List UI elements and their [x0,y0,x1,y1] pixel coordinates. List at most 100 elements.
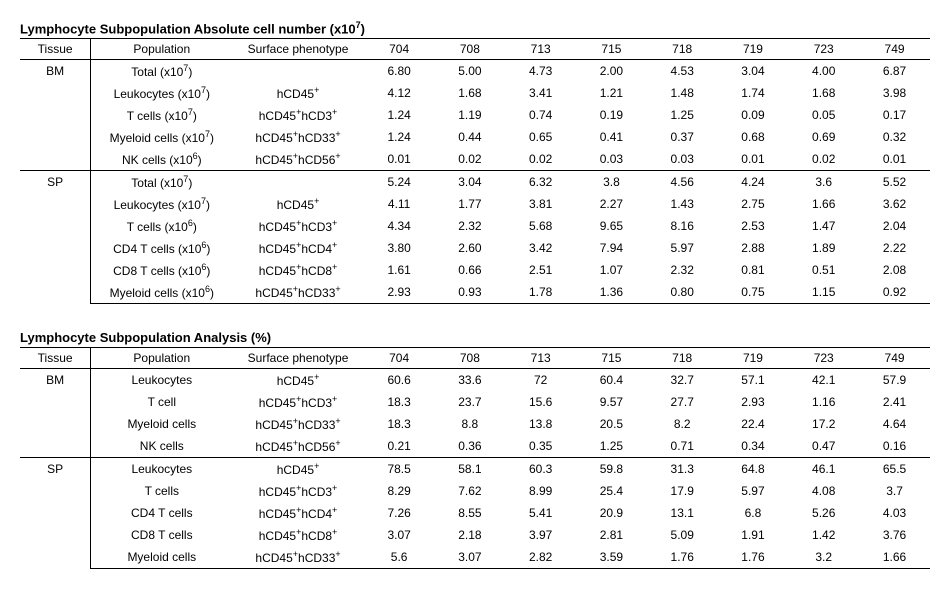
tissue-cell: SP [20,171,91,304]
value-cell: 72 [505,369,576,392]
population-cell: Leukocytes (x107) [91,82,233,104]
table-row: CD4 T cells (x106)hCD45+hCD4+3.802.603.4… [20,237,930,259]
value-cell: 6.87 [859,60,930,83]
population-cell: T cells (x107) [91,104,233,126]
value-cell: 0.02 [788,148,859,171]
table-row: T cellhCD45+hCD3+18.323.715.69.5727.72.9… [20,391,930,413]
value-cell: 1.76 [647,546,718,569]
table-row: Myeloid cellshCD45+hCD33+18.38.813.820.5… [20,413,930,435]
value-cell: 3.80 [364,237,435,259]
value-cell: 0.09 [718,104,789,126]
value-cell: 2.08 [859,259,930,281]
value-cell: 64.8 [718,458,789,481]
population-cell: T cells [91,480,233,502]
value-cell: 2.93 [364,281,435,304]
value-cell: 6.8 [718,502,789,524]
table-header-row: TissuePopulationSurface phenotype7047087… [20,348,930,369]
table-row: SPTotal (x107)5.243.046.323.84.564.243.6… [20,171,930,194]
value-cell: 0.01 [364,148,435,171]
value-cell: 3.07 [435,546,506,569]
value-cell: 2.82 [505,546,576,569]
table-row: CD4 T cellshCD45+hCD4+7.268.555.4120.913… [20,502,930,524]
column-header: Population [91,39,233,60]
population-cell: Myeloid cells (x106) [91,281,233,304]
value-cell: 8.99 [505,480,576,502]
value-cell: 5.52 [859,171,930,194]
phenotype-cell: hCD45+hCD4+ [232,502,363,524]
value-cell: 0.93 [435,281,506,304]
value-cell: 0.03 [576,148,647,171]
value-cell: 7.94 [576,237,647,259]
value-cell: 0.65 [505,126,576,148]
value-cell: 4.73 [505,60,576,83]
table-row: Myeloid cellshCD45+hCD33+5.63.072.823.59… [20,546,930,569]
population-cell: CD4 T cells (x106) [91,237,233,259]
value-cell: 3.6 [788,171,859,194]
value-cell: 1.48 [647,82,718,104]
value-cell: 2.00 [576,60,647,83]
value-cell: 5.09 [647,524,718,546]
value-cell: 31.3 [647,458,718,481]
column-header: 715 [576,39,647,60]
table-row: Myeloid cells (x106)hCD45+hCD33+2.930.93… [20,281,930,304]
value-cell: 1.47 [788,215,859,237]
value-cell: 20.9 [576,502,647,524]
value-cell: 3.97 [505,524,576,546]
phenotype-cell: hCD45+hCD8+ [232,524,363,546]
population-cell: CD8 T cells [91,524,233,546]
value-cell: 20.5 [576,413,647,435]
value-cell: 3.8 [576,171,647,194]
table-row: NK cells (x106)hCD45+hCD56+0.010.020.020… [20,148,930,171]
value-cell: 0.01 [859,148,930,171]
value-cell: 1.25 [576,435,647,458]
value-cell: 9.57 [576,391,647,413]
value-cell: 1.61 [364,259,435,281]
population-cell: Total (x107) [91,171,233,194]
value-cell: 4.08 [788,480,859,502]
value-cell: 7.26 [364,502,435,524]
column-header: Tissue [20,348,91,369]
value-cell: 1.91 [718,524,789,546]
value-cell: 25.4 [576,480,647,502]
value-cell: 3.59 [576,546,647,569]
value-cell: 8.2 [647,413,718,435]
value-cell: 2.53 [718,215,789,237]
value-cell: 8.29 [364,480,435,502]
tissue-cell: BM [20,60,91,171]
value-cell: 0.41 [576,126,647,148]
value-cell: 0.92 [859,281,930,304]
population-cell: Total (x107) [91,60,233,83]
value-cell: 0.05 [788,104,859,126]
table-title: Lymphocyte Subpopulation Analysis (%) [20,330,930,345]
value-cell: 0.68 [718,126,789,148]
value-cell: 46.1 [788,458,859,481]
population-cell: NK cells [91,435,233,458]
phenotype-cell: hCD45+hCD3+ [232,215,363,237]
phenotype-cell: hCD45+hCD4+ [232,237,363,259]
value-cell: 2.22 [859,237,930,259]
value-cell: 0.51 [788,259,859,281]
value-cell: 3.98 [859,82,930,104]
table-row: CD8 T cells (x106)hCD45+hCD8+1.610.662.5… [20,259,930,281]
value-cell: 1.15 [788,281,859,304]
phenotype-cell: hCD45+hCD33+ [232,281,363,304]
value-cell: 1.25 [647,104,718,126]
value-cell: 4.56 [647,171,718,194]
value-cell: 4.00 [788,60,859,83]
phenotype-cell: hCD45+hCD33+ [232,126,363,148]
value-cell: 65.5 [859,458,930,481]
value-cell: 1.78 [505,281,576,304]
population-cell: Leukocytes [91,458,233,481]
value-cell: 2.18 [435,524,506,546]
table-header-row: TissuePopulationSurface phenotype7047087… [20,39,930,60]
section-gap [20,304,930,326]
value-cell: 5.6 [364,546,435,569]
column-header: 718 [647,348,718,369]
value-cell: 13.1 [647,502,718,524]
population-cell: T cell [91,391,233,413]
value-cell: 0.17 [859,104,930,126]
value-cell: 0.34 [718,435,789,458]
value-cell: 2.41 [859,391,930,413]
value-cell: 0.35 [505,435,576,458]
column-header: Surface phenotype [232,39,363,60]
